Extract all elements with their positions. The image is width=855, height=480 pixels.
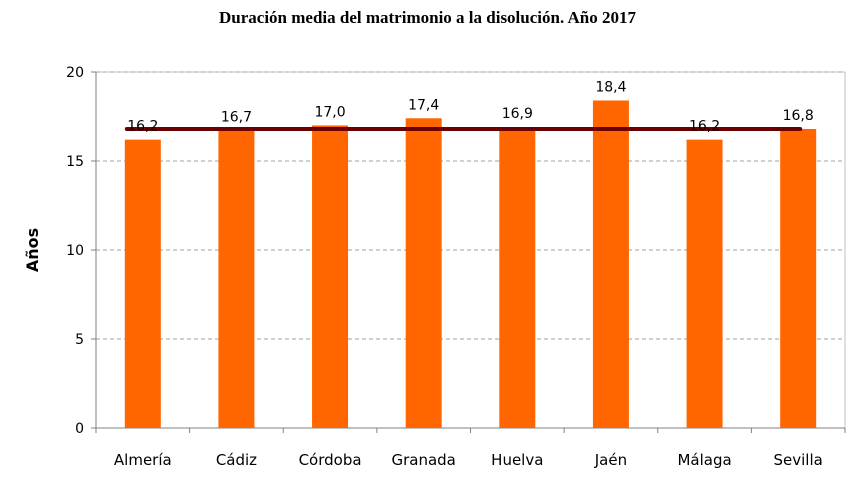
y-tick-label: 5: [75, 332, 84, 348]
x-tick-label: Cádiz: [216, 451, 257, 469]
y-tick-label: 15: [66, 154, 84, 170]
data-label: 16,7: [221, 110, 252, 126]
y-tick-label: 10: [66, 243, 84, 259]
data-label: 17,4: [408, 97, 439, 113]
bar-almería: [124, 139, 161, 428]
bar-cádiz: [218, 130, 255, 429]
y-axis-label: Años: [23, 228, 42, 272]
data-label: 16,9: [502, 106, 533, 122]
data-label: 16,2: [127, 119, 158, 135]
y-tick-label: 20: [66, 65, 84, 81]
data-label: 16,2: [689, 119, 720, 135]
data-label: 16,8: [783, 108, 814, 124]
y-tick-label: 0: [75, 421, 84, 437]
axes: [91, 71, 846, 433]
x-tick-label: Almería: [114, 451, 172, 469]
x-tick-label: Sevilla: [774, 451, 823, 469]
x-tick-label: Huelva: [491, 451, 543, 469]
bars: [124, 100, 817, 429]
data-label: 18,4: [595, 79, 626, 95]
gridlines: [95, 71, 846, 429]
x-tick-label: Málaga: [677, 451, 731, 469]
bar-málaga: [686, 139, 723, 428]
x-tick-label: Córdoba: [299, 451, 362, 469]
data-labels: 16,2 16,7 17,0 17,4 16,9 18,4 16,2 16,8: [127, 79, 814, 134]
bar-sevilla: [780, 128, 817, 428]
bar-huelva: [499, 127, 536, 429]
data-label: 17,0: [314, 104, 345, 120]
bar-jaén: [592, 100, 629, 428]
bar-granada: [405, 118, 442, 428]
chart-title: Duración media del matrimonio a la disol…: [219, 8, 636, 27]
x-tick-label: Jaén: [594, 451, 627, 469]
bar-córdoba: [312, 125, 349, 429]
tick-labels: 0 5 10 15 20 Almería Cádiz Córdoba Granada Huelva…: [66, 65, 823, 469]
x-tick-label: Granada: [391, 451, 455, 469]
